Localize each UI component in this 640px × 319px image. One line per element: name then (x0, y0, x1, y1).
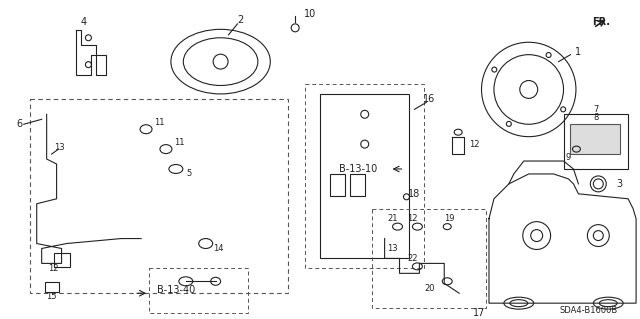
Text: 20: 20 (424, 284, 435, 293)
Bar (350, 174, 365, 196)
Text: SDA4-B1600B: SDA4-B1600B (559, 306, 618, 315)
Bar (570, 124, 620, 154)
Text: 11: 11 (173, 137, 184, 147)
Text: 15: 15 (46, 292, 57, 301)
Bar (45, 282, 59, 292)
Text: 12: 12 (407, 214, 418, 223)
Text: 6: 6 (17, 119, 23, 129)
Text: 12: 12 (49, 264, 59, 273)
Bar (320, 94, 410, 258)
Text: 9: 9 (566, 152, 571, 161)
Text: 18: 18 (408, 189, 420, 199)
Text: 21: 21 (387, 214, 398, 223)
Text: 1: 1 (575, 47, 582, 57)
Text: 22: 22 (407, 254, 418, 263)
Bar (29, 100, 288, 293)
Text: 13: 13 (387, 244, 398, 253)
Text: 10: 10 (304, 9, 316, 19)
Bar (54, 254, 70, 267)
Text: B-13-40: B-13-40 (157, 285, 195, 295)
Text: 3: 3 (616, 179, 622, 189)
Text: B-13-10: B-13-10 (339, 164, 377, 174)
Text: 2: 2 (237, 15, 244, 25)
Text: 11: 11 (154, 118, 164, 127)
Text: 19: 19 (444, 214, 454, 223)
Text: 14: 14 (213, 244, 224, 253)
Bar (149, 268, 248, 313)
Text: 17: 17 (473, 308, 485, 318)
Text: 4: 4 (81, 17, 86, 27)
Text: 13: 13 (54, 143, 65, 152)
Bar (564, 114, 628, 169)
Text: 12: 12 (469, 140, 479, 149)
Text: 8: 8 (594, 113, 599, 122)
Bar (372, 209, 486, 308)
Text: 7: 7 (594, 105, 599, 114)
Text: FR.: FR. (592, 17, 611, 27)
Text: 16: 16 (423, 94, 435, 104)
Bar (305, 85, 424, 268)
Text: 5: 5 (186, 169, 191, 178)
Bar (330, 174, 345, 196)
